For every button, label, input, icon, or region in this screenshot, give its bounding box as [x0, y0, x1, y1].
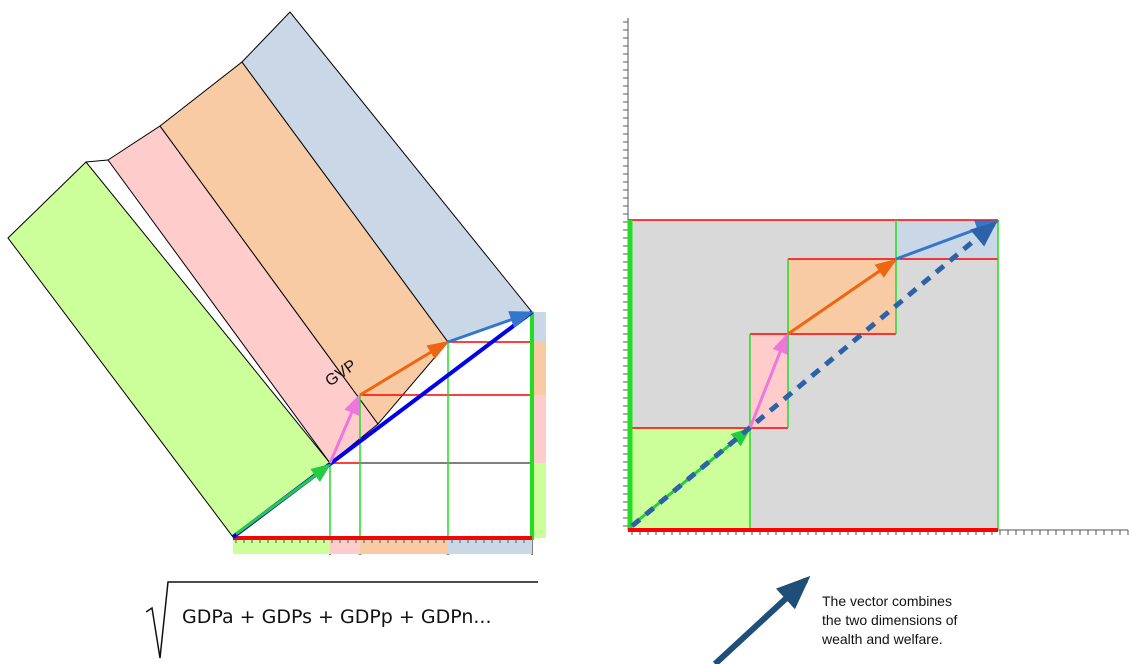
right-y-ticks [623, 21, 628, 527]
bottom-bar-agriculture [233, 540, 330, 554]
note-line-3: wealth and welfare. [822, 631, 943, 647]
bottom-bar-production [360, 540, 448, 554]
vector-services [328, 394, 360, 464]
right-vector-services [748, 333, 788, 429]
note-line-1: The vector combines [822, 593, 952, 609]
right-bar-natural [532, 312, 546, 342]
left-x-ticks [235, 538, 525, 543]
right-bar-agriculture [532, 463, 546, 538]
radical-sign [146, 581, 538, 659]
left-diagram: GVP [7, 11, 546, 555]
note-line-2: the two dimensions of [822, 612, 958, 628]
right-diagram [623, 18, 1129, 535]
resultant-vector [630, 221, 998, 528]
formula-expression: GDPa + GDPs + GDPp + GDPn... [182, 606, 492, 628]
vector-note: The vector combines the two dimensions o… [822, 592, 1032, 649]
vector-agriculture [235, 463, 332, 536]
left-red-steps [330, 341, 546, 464]
bottom-bar-natural [448, 540, 532, 554]
gdp-formula: GDPa + GDPs + GDPp + GDPn... [146, 578, 546, 664]
band-divider [85, 159, 109, 163]
big-arrow [712, 575, 811, 664]
right-vector-production [787, 258, 898, 336]
bottom-bar-services [330, 540, 360, 554]
vector-production [359, 340, 450, 397]
right-bar-services [532, 395, 546, 463]
right-bar-production [532, 342, 546, 395]
vector-natural [447, 311, 534, 344]
